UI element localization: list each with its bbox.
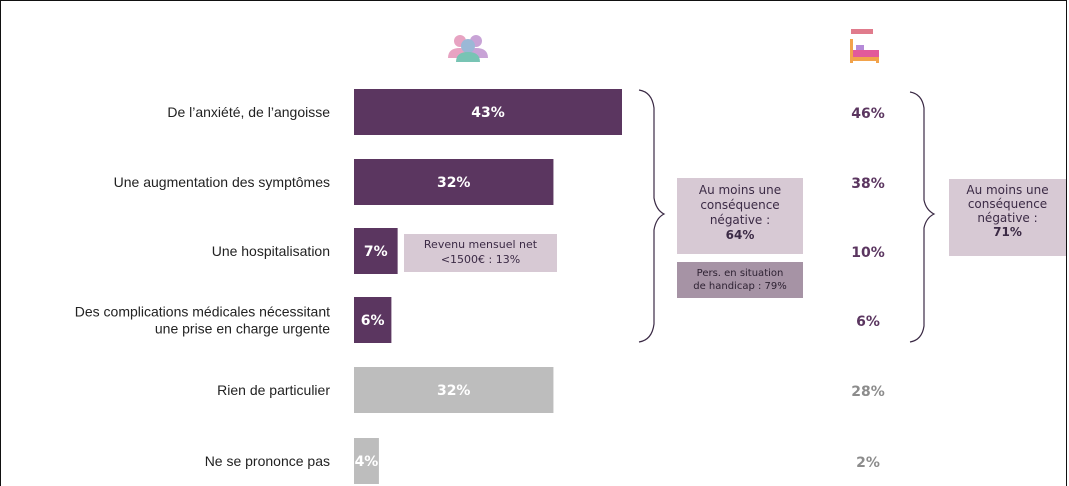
bar-value-label: 7% — [364, 244, 388, 260]
total2-line1: Au moins une — [966, 183, 1049, 197]
category-label: Ne se prononce pas — [205, 453, 330, 469]
total1-value: 64% — [725, 228, 755, 242]
bar-value-label: 32% — [437, 383, 471, 399]
hospital-value-label: 46% — [851, 106, 885, 122]
bar-value-label: 32% — [437, 175, 471, 191]
revenue-line1: Revenu mensuel net — [423, 238, 538, 251]
hospital-value-label: 28% — [851, 384, 885, 400]
category-label: De l’anxiété, de l’angoisse — [167, 104, 330, 120]
bar — [354, 297, 392, 343]
bar — [354, 159, 554, 205]
handicap-line1: Pers. en situation — [696, 268, 784, 279]
total2-value: 71% — [993, 225, 1022, 239]
bar-value-label: 4% — [355, 454, 379, 470]
total1-line1: Au moins une — [698, 183, 782, 197]
bars-group: De l’anxiété, de l’angoisse 43% 46% Une aug… — [75, 89, 885, 484]
handicap-annotation: Pers. en situation de handicap : 79% — [677, 262, 803, 298]
handicap-line2: de handicap : 79% — [693, 281, 787, 292]
bar-value-label: 43% — [471, 105, 505, 121]
bar-value-label: 6% — [361, 313, 385, 329]
bar — [354, 438, 379, 484]
total1-line2: conséquence — [700, 198, 780, 212]
bar — [354, 89, 622, 135]
total-negative-annotation-1: Au moins une conséquence négative : 64% — [677, 178, 803, 254]
total2-line3: négative : — [977, 211, 1038, 225]
hospital-value-label: 2% — [856, 455, 880, 471]
total2-line2: conséquence — [967, 197, 1048, 211]
category-label: Une hospitalisation — [212, 243, 330, 259]
revenue-line2: <1500€ : 13% — [440, 253, 521, 266]
hospital-value-label: 38% — [851, 176, 885, 192]
bar — [354, 367, 554, 413]
total1-line3: négative : — [709, 213, 771, 227]
group-of-people-icon — [448, 35, 488, 62]
category-label: Rien de particulier — [217, 382, 330, 398]
brace-left — [638, 89, 666, 343]
hospital-value-label: 6% — [856, 314, 880, 330]
category-label: Une augmentation des symptômes — [114, 174, 330, 190]
category-label: Des complications médicales nécessitant u… — [75, 304, 330, 337]
hospital-value-label: 10% — [851, 245, 885, 261]
total-negative-annotation-2: Au moins une conséquence négative : 71% — [949, 179, 1066, 256]
revenue-annotation: Revenu mensuel net <1500€ : 13% — [404, 234, 557, 272]
brace-right — [909, 91, 936, 343]
bar — [354, 228, 398, 274]
hospital-bed-icon — [850, 29, 879, 63]
